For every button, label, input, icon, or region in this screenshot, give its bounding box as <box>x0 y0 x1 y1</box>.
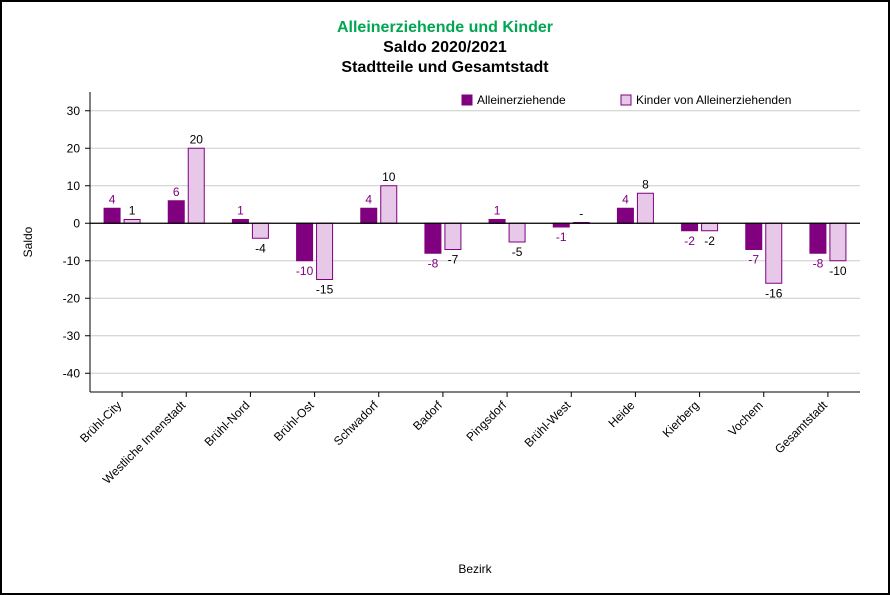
bar <box>317 223 333 279</box>
bar <box>168 201 184 224</box>
value-label: -5 <box>512 245 523 259</box>
value-label: 6 <box>173 185 180 199</box>
y-axis-label: Saldo <box>21 226 35 257</box>
y-tick-label: -30 <box>63 329 81 343</box>
legend-swatch <box>462 95 472 105</box>
chart-title-line2: Saldo 2020/2021 <box>383 39 507 56</box>
legend-swatch <box>621 95 631 105</box>
value-label: 4 <box>622 192 629 206</box>
category-label: Brühl-West <box>522 398 574 450</box>
y-tick-label: 30 <box>67 104 81 118</box>
chart-title-line3: Stadtteile und Gesamtstadt <box>341 59 549 76</box>
bars-group: 416201-4-10-15410-8-71-5-1-48-2-2-7-16-8… <box>104 132 847 300</box>
value-label: 20 <box>190 132 204 146</box>
y-tick-label: 0 <box>73 216 80 230</box>
bar <box>637 193 653 223</box>
value-label: 1 <box>237 204 244 218</box>
bar <box>766 223 782 283</box>
y-tick-label: -20 <box>63 291 81 305</box>
category-label: Heide <box>605 398 637 430</box>
category-label: Brühl-Ost <box>271 398 317 444</box>
bar <box>702 223 718 231</box>
bar <box>361 208 377 223</box>
value-label: -7 <box>748 253 759 267</box>
value-label: -1 <box>556 230 567 244</box>
bar-chart: Alleinerziehende und Kinder Saldo 2020/20… <box>2 2 888 593</box>
category-label: Gesamtstadt <box>772 398 830 456</box>
bar <box>810 223 826 253</box>
bar <box>617 208 633 223</box>
value-label: -7 <box>448 253 459 267</box>
bar <box>252 223 268 238</box>
category-label: Brühl-Nord <box>202 398 253 449</box>
value-label: 1 <box>129 204 136 218</box>
bar <box>188 148 204 223</box>
bar <box>104 208 120 223</box>
value-label: -2 <box>684 234 695 248</box>
y-tick-label: -10 <box>63 254 81 268</box>
y-tick-label: 20 <box>67 141 81 155</box>
value-label: 10 <box>382 170 396 184</box>
category-label: Schwadorf <box>331 398 381 448</box>
category-label: Badorf <box>410 398 445 433</box>
legend-label: Kinder von Alleinerziehenden <box>636 93 791 107</box>
bar <box>381 186 397 224</box>
category-label: Pingsdorf <box>463 398 509 444</box>
category-label: Vochem <box>725 398 766 439</box>
value-label: -16 <box>765 286 783 300</box>
bar <box>425 223 441 253</box>
bar <box>746 223 762 249</box>
chart-title-line1: Alleinerziehende und Kinder <box>337 19 553 36</box>
value-label: 4 <box>109 192 116 206</box>
value-label: -8 <box>813 256 824 270</box>
bar <box>297 223 313 261</box>
value-label: -15 <box>316 283 334 297</box>
value-label: -8 <box>428 256 439 270</box>
bar <box>509 223 525 242</box>
bar <box>830 223 846 261</box>
x-axis-label: Bezirk <box>458 562 492 576</box>
y-tick-label: -40 <box>63 366 81 380</box>
category-label: Kierberg <box>660 398 702 440</box>
chart-container: Alleinerziehende und Kinder Saldo 2020/20… <box>0 0 890 595</box>
bar <box>445 223 461 249</box>
value-label: -4 <box>255 241 266 255</box>
value-label: 8 <box>642 177 649 191</box>
value-label: -2 <box>704 234 715 248</box>
value-label: -10 <box>829 264 847 278</box>
bar <box>682 223 698 231</box>
value-label: -10 <box>296 264 314 278</box>
value-label: - <box>579 207 583 221</box>
y-tick-label: 10 <box>67 179 81 193</box>
value-label: 4 <box>365 192 372 206</box>
legend-label: Alleinerziehende <box>477 93 566 107</box>
category-label: Brühl-City <box>77 398 124 445</box>
value-label: 1 <box>494 204 501 218</box>
